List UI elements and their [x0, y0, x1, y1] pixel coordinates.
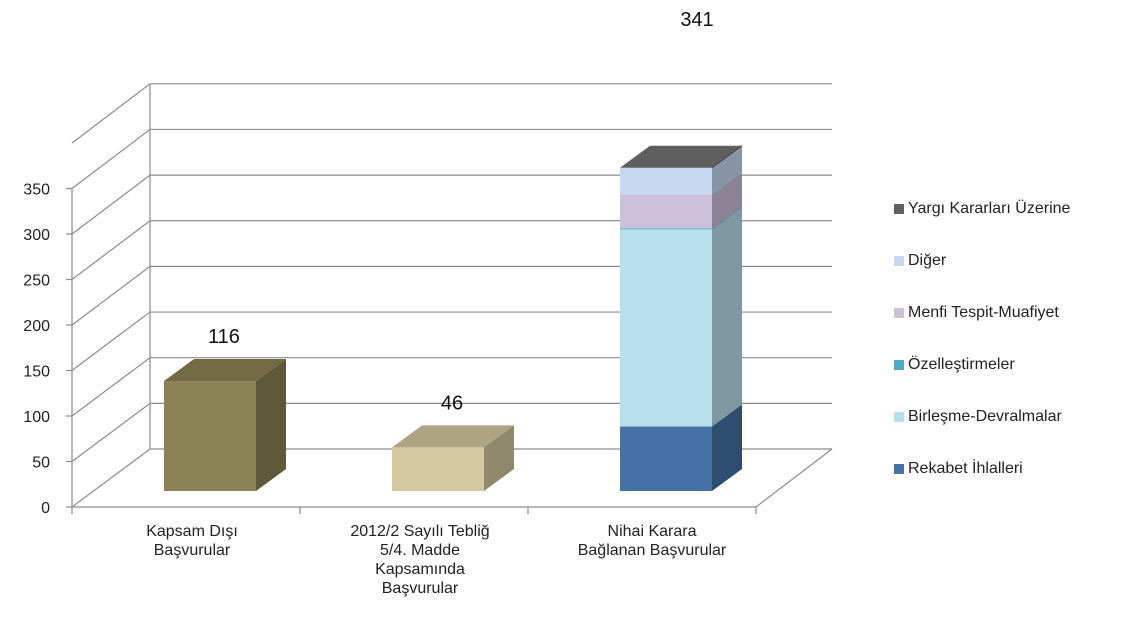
legend-item: Özelleştirmeler — [894, 354, 1144, 376]
bar-2-top — [392, 425, 514, 448]
data-labels: 116 46 341 — [208, 9, 714, 414]
y-tick-label: 300 — [23, 227, 50, 244]
legend-item: Diğer — [894, 250, 1144, 272]
bar-2-front — [392, 447, 484, 491]
gridline-side — [71, 128, 151, 189]
stack-segment-2-front — [620, 229, 712, 427]
gridline-side — [71, 357, 151, 417]
gridline-side — [71, 265, 151, 326]
y-tick-label: 100 — [23, 409, 50, 426]
y-tick-label: 350 — [23, 182, 50, 199]
legend-swatch — [894, 412, 904, 422]
y-tick-label: 50 — [32, 455, 50, 472]
stack-segment-4-side — [712, 172, 742, 229]
stack-total-label: 341 — [680, 9, 713, 31]
gridline-side — [71, 220, 151, 280]
bar-1-top — [164, 359, 286, 382]
gridline-side — [71, 174, 151, 235]
legend-swatch — [894, 204, 904, 214]
legend-label: Özelleştirmeler — [908, 356, 1015, 373]
legend-swatch — [894, 360, 904, 370]
y-tick-label: 150 — [23, 364, 50, 381]
gridline-side — [71, 402, 151, 462]
y-tick-label: 0 — [41, 500, 50, 517]
stack-segment-4-front — [620, 194, 712, 229]
legend-label: Diğer — [908, 252, 947, 269]
x-category-label-2: 2012/2 Sayılı Tebliğ 5/4. Madde Kapsamın… — [350, 523, 490, 597]
y-tick-label: 200 — [23, 318, 50, 335]
legend-label: Menfi Tespit-Muafiyet — [908, 304, 1059, 321]
legend-label: Rekabet İhlalleri — [908, 460, 1023, 477]
bars — [164, 145, 743, 491]
legend-swatch — [894, 308, 904, 318]
stack-segment-2-side — [712, 207, 742, 427]
legend: Yargı Kararları Üzerine Diğer Menfi Tesp… — [894, 198, 1144, 510]
stack-segment-3-side — [712, 206, 742, 230]
floor-right-edge — [755, 448, 833, 508]
legend-swatch — [894, 464, 904, 474]
legend-item: Yargı Kararları Üzerine — [894, 198, 1144, 220]
stack-segment-1-side — [712, 404, 742, 491]
bar-1-side — [256, 359, 286, 491]
legend-item: Rekabet İhlalleri — [894, 458, 1144, 480]
gridline-side — [71, 83, 151, 144]
stack-segment-5-front — [620, 167, 712, 195]
x-category-label-1: Kapsam Dışı Başvurular — [146, 523, 238, 559]
legend-swatch — [894, 256, 904, 266]
legend-label: Yargı Kararları Üzerine — [908, 200, 1071, 217]
bar-2-value-label: 46 — [441, 392, 463, 414]
stack-top-cap — [620, 145, 742, 168]
stack-segment-3-front — [620, 228, 712, 230]
legend-label: Birleşme-Devralmalar — [908, 408, 1062, 425]
gridline-side — [71, 311, 151, 371]
bar-1-front — [164, 381, 256, 491]
legend-item: Birleşme-Devralmalar — [894, 406, 1144, 428]
y-tick-label: 250 — [23, 273, 50, 290]
stack-segment-5-side — [712, 145, 742, 195]
gridline-side — [71, 448, 151, 508]
bar-1-value-label: 116 — [208, 326, 240, 348]
legend-item: Menfi Tespit-Muafiyet — [894, 302, 1144, 324]
x-category-label-3: Nihai Karara Bağlanan Başvurular — [577, 523, 727, 559]
axes: 0 50 100 150 200 250 300 350 — [23, 182, 757, 517]
stack-segment-1-front — [620, 426, 712, 491]
stack-top-edge — [711, 145, 743, 169]
bar-2-side — [484, 425, 514, 491]
